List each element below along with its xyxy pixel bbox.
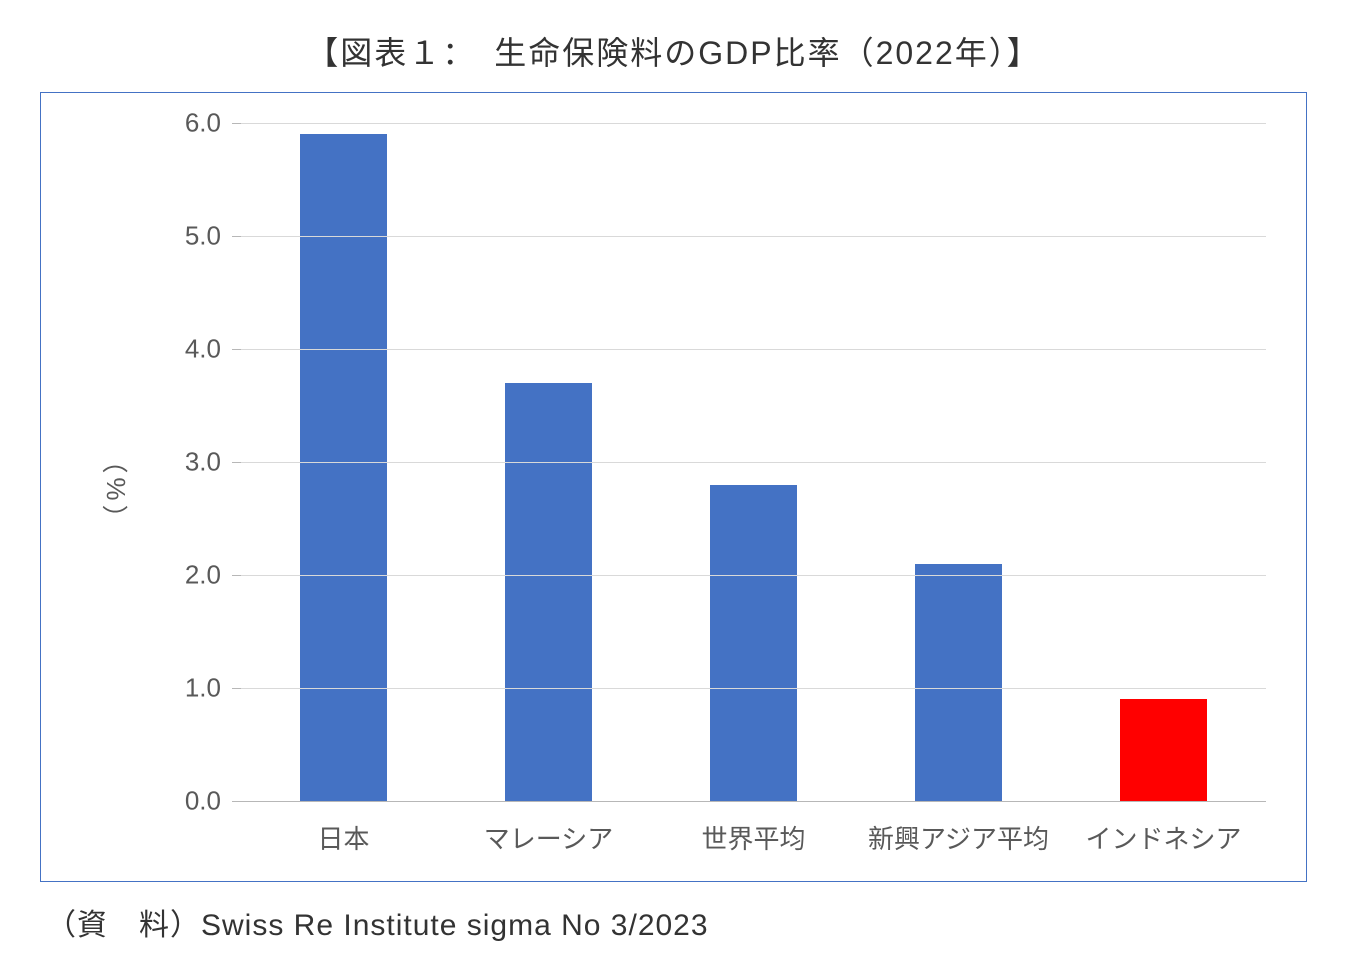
source-label: （資 料）Swiss Re Institute sigma No 3/2023 (0, 882, 1347, 944)
x-tick-label: 世界平均 (701, 819, 805, 856)
chart-area: （%） 0.01.02.03.04.05.06.0日本マレーシア世界平均新興アジ… (40, 92, 1307, 882)
y-tick-mark (232, 575, 241, 576)
gridline (241, 575, 1266, 576)
gridline (241, 462, 1266, 463)
y-tick-label: 0.0 (185, 786, 221, 817)
x-tick-label: 日本 (317, 819, 369, 856)
y-tick-mark (232, 349, 241, 350)
y-tick-label: 2.0 (185, 560, 221, 591)
y-tick-label: 3.0 (185, 447, 221, 478)
y-tick-mark (232, 688, 241, 689)
bar (300, 134, 386, 801)
gridline (241, 123, 1266, 124)
y-tick-label: 1.0 (185, 673, 221, 704)
y-tick-label: 4.0 (185, 334, 221, 365)
bar (505, 383, 591, 801)
x-axis-line (241, 801, 1266, 802)
y-tick-mark (232, 236, 241, 237)
bar (915, 564, 1001, 801)
bar (1120, 699, 1206, 801)
bar (710, 485, 796, 801)
chart-title: 【図表１： 生命保険料のGDP比率（2022年）】 (0, 0, 1347, 92)
plot-area: 0.01.02.03.04.05.06.0日本マレーシア世界平均新興アジア平均イ… (241, 123, 1266, 801)
gridline (241, 349, 1266, 350)
y-axis-label: （%） (96, 443, 133, 530)
y-tick-mark (232, 462, 241, 463)
x-tick-label: マレーシア (484, 819, 613, 856)
x-tick-label: 新興アジア平均 (868, 819, 1049, 856)
y-tick-mark (232, 123, 241, 124)
y-tick-mark (232, 801, 241, 802)
x-tick-label: インドネシア (1085, 819, 1241, 856)
y-tick-label: 6.0 (185, 108, 221, 139)
gridline (241, 236, 1266, 237)
gridline (241, 688, 1266, 689)
y-tick-label: 5.0 (185, 221, 221, 252)
